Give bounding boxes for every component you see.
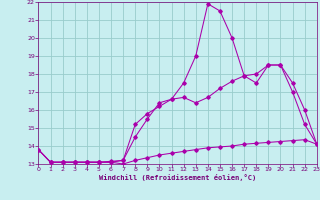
X-axis label: Windchill (Refroidissement éolien,°C): Windchill (Refroidissement éolien,°C) <box>99 174 256 181</box>
